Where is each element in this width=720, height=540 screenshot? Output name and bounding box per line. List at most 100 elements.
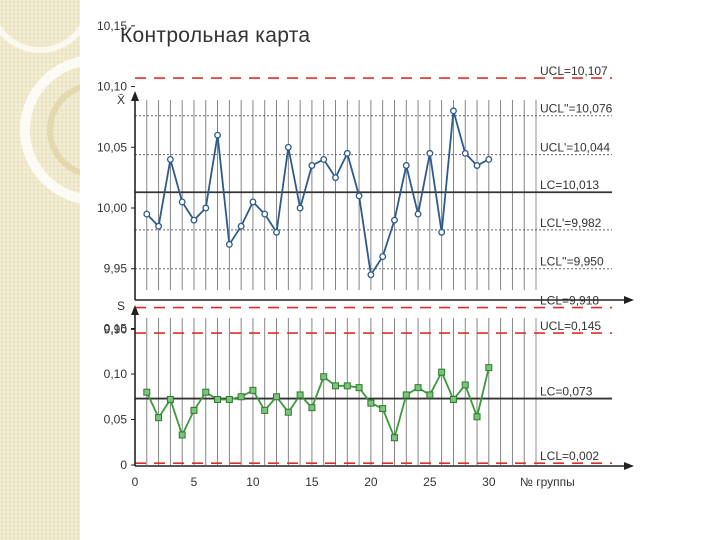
axes	[131, 25, 634, 470]
s-limit-label: UCL=0,145	[540, 319, 601, 333]
xbar-series-point	[332, 174, 339, 182]
s-series-point	[367, 399, 375, 407]
s-series-point	[261, 406, 269, 414]
s-series-point	[461, 381, 469, 389]
s-ytick-label: 0,05	[104, 413, 128, 427]
page-title: Контрольная карта	[120, 24, 311, 47]
s-series-point	[249, 386, 257, 394]
xbar-series-point	[461, 149, 469, 157]
s-series-point	[308, 404, 316, 412]
xbar-series-point	[202, 204, 210, 212]
xbar-series-point	[438, 228, 446, 236]
xbar-ylabel: X̄	[117, 93, 125, 107]
xbar-series-point	[308, 162, 316, 169]
separator-axis-arrow	[624, 296, 634, 304]
xtick-label: 30	[482, 475, 496, 489]
xtick-label: 0	[132, 475, 139, 489]
s-series-point	[273, 393, 281, 401]
s-series-point	[449, 395, 457, 403]
xbar-series-point	[355, 192, 363, 200]
xbar-series-point	[225, 240, 233, 248]
xbar-series-point	[391, 216, 398, 224]
xtick-label: 10	[246, 475, 260, 489]
s-series-point	[402, 391, 410, 399]
xbar-limit-label: LCL''=9,950	[540, 255, 604, 269]
xtick-label: 20	[364, 475, 378, 489]
xbar-series-point	[155, 222, 163, 230]
s-series-point	[390, 434, 398, 442]
x-axis-arrow	[624, 462, 634, 470]
y-axis-xbar-arrow	[131, 91, 139, 101]
xbar-ytick-label: 10,05	[97, 140, 127, 154]
xbar-series-point	[143, 210, 151, 218]
axis-labels: UCL=10,107 UCL''=10,076 UCL'=10,044 LC=10,0…	[97, 19, 613, 489]
xbar-series-point	[485, 155, 493, 163]
s-series-point	[379, 405, 387, 413]
xbar-series-point	[426, 149, 434, 157]
xbar-series-point	[273, 228, 280, 236]
xbar-series-point	[414, 210, 422, 218]
xbar-ytick-label: 10,00	[97, 201, 127, 215]
y-axis-s-arrow	[131, 305, 139, 315]
xbar-ytick-label: 10,10	[97, 80, 127, 94]
s-series-point	[225, 395, 233, 403]
xtick-label: 15	[305, 475, 319, 489]
s-series-point	[284, 408, 292, 416]
xbar-series-point	[296, 204, 304, 212]
s-series-point	[143, 388, 151, 396]
xbar-series-point	[249, 198, 257, 206]
s-series-line	[145, 367, 490, 441]
xbar-series-point	[284, 143, 292, 151]
s-series-point	[237, 393, 245, 401]
s-series-point	[438, 368, 446, 376]
s-series-point	[320, 373, 328, 381]
xbar-limit-label: LCL=9,918	[540, 294, 599, 308]
s-ytick-label: 0,10	[104, 367, 128, 381]
s-ytick-label: 0	[120, 458, 127, 472]
xbar-series-point	[320, 155, 328, 163]
s-series-point	[166, 395, 174, 403]
s-ylabel: S	[117, 299, 125, 313]
xtick-label: 5	[191, 475, 198, 489]
xbar-series-point	[190, 216, 198, 224]
xbar-series-point	[261, 210, 269, 218]
xbar-series-point	[367, 271, 375, 279]
xbar-limit-label: UCL'=10,044	[540, 141, 610, 155]
s-ytick-label: 0,15	[104, 322, 128, 336]
s-series-point	[202, 388, 210, 396]
xbar-ytick-label: 9,95	[104, 262, 128, 276]
xbar-series-point	[178, 198, 186, 206]
s-series-point	[473, 413, 481, 421]
xbar-series-point	[343, 149, 351, 157]
s-series-point	[414, 384, 422, 392]
s-series-point	[296, 391, 304, 399]
xbar-series-point	[402, 162, 410, 169]
xbar-series-point	[214, 131, 222, 139]
xbar-series-point	[379, 253, 387, 261]
group-grid-lines	[146, 100, 537, 465]
xbar-series-point	[473, 162, 481, 169]
data-series	[143, 107, 493, 442]
s-series-point	[190, 406, 198, 414]
s-series-point	[155, 414, 163, 422]
s-series-point	[426, 391, 434, 399]
s-limit-label: LCL=0,002	[540, 449, 599, 463]
xbar-series-point	[237, 222, 245, 230]
xbar-limit-label: LCL'=9,982	[540, 216, 602, 230]
xbar-limit-label: UCL''=10,076	[540, 102, 613, 116]
s-series-point	[355, 384, 363, 392]
decorative-sidebar	[0, 0, 80, 540]
xlabel: № группы	[520, 475, 575, 489]
xbar-ytick-label: 9,90	[104, 322, 128, 336]
xtick-label: 25	[423, 475, 437, 489]
xbar-limit-label: UCL=10,107	[540, 64, 608, 78]
s-series-point	[178, 431, 186, 439]
xbar-ytick-label: 10,15	[97, 19, 127, 33]
xbar-limit-label: LC=10,013	[540, 178, 599, 192]
xbar-series-point	[166, 155, 174, 163]
s-limit-label: LC=0,073	[540, 385, 593, 399]
s-series-point	[343, 382, 351, 390]
s-series-point	[485, 364, 493, 372]
xbar-series-point	[449, 107, 457, 115]
